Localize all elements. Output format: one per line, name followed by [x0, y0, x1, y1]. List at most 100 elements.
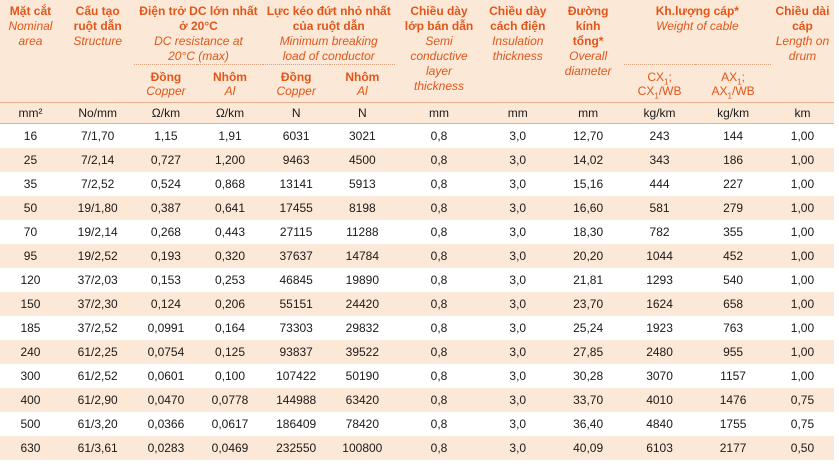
subheader-load-al: Nhôm Al	[329, 64, 395, 103]
cell-weight-ax: 763	[695, 316, 771, 340]
cell-dc-al: 0,320	[197, 244, 263, 268]
table-row: 500 61/3,20 0,0366 0,0617 186409 78420 0,8 3,0 3…	[0, 412, 834, 436]
cell-diameter: 21,81	[552, 268, 624, 292]
header-overall-diameter: Đường kính tổng* Overall diameter	[552, 0, 624, 103]
cell-weight-ax: 1157	[695, 364, 771, 388]
cell-weight-ax: 955	[695, 340, 771, 364]
cell-dc-al: 1,91	[197, 123, 263, 148]
subheader-load-copper: Đồng Copper	[262, 64, 330, 103]
unit-cell: N	[262, 102, 330, 124]
cell-structure: 61/2,90	[60, 388, 135, 412]
cell-load-al: 29832	[329, 316, 395, 340]
cell-load-al: 8198	[329, 196, 395, 220]
cell-weight-cx: 4010	[623, 388, 696, 412]
cell-dc-copper: 0,153	[134, 268, 198, 292]
cell-weight-cx: 1923	[623, 316, 696, 340]
cell-area: 400	[0, 388, 61, 412]
cell-dc-al: 0,0778	[197, 388, 263, 412]
unit-cell: km	[770, 102, 834, 124]
cell-semi: 0,8	[394, 436, 484, 460]
cell-structure: 61/2,52	[60, 364, 135, 388]
cell-length: 1,00	[770, 220, 834, 244]
cell-structure: 19/1,80	[60, 196, 135, 220]
header-dc-resistance: Điện trở DC lớn nhất ở 20°C DC resistanc…	[134, 0, 263, 65]
cell-diameter: 33,70	[552, 388, 624, 412]
cell-area: 500	[0, 412, 61, 436]
cell-insulation: 3,0	[483, 123, 553, 148]
cell-structure: 7/2,14	[60, 148, 135, 172]
cell-semi: 0,8	[394, 220, 484, 244]
header-breaking-load: Lực kéo đứt nhỏ nhất của ruột dẫn Minimu…	[262, 0, 395, 65]
cell-structure: 61/3,20	[60, 412, 135, 436]
cell-load-al: 100800	[329, 436, 395, 460]
cell-insulation: 3,0	[483, 340, 553, 364]
cell-weight-cx: 782	[623, 220, 696, 244]
cell-weight-ax: 452	[695, 244, 771, 268]
cell-dc-copper: 0,0366	[134, 412, 198, 436]
header-weight: Kh.lượng cáp* Weight of cable	[623, 0, 771, 65]
table-body: 16 7/1,70 1,15 1,91 6031 3021 0,8 3,0 12,70 243 14…	[0, 123, 834, 460]
cell-insulation: 3,0	[483, 436, 553, 460]
cell-structure: 37/2,52	[60, 316, 135, 340]
cell-diameter: 16,60	[552, 196, 624, 220]
cell-dc-al: 0,443	[197, 220, 263, 244]
table-row: 70 19/2,14 0,268 0,443 27115 11288 0,8 3,0 18,30…	[0, 220, 834, 244]
cell-weight-cx: 243	[623, 123, 696, 148]
cell-weight-cx: 4840	[623, 412, 696, 436]
cell-insulation: 3,0	[483, 316, 553, 340]
cell-structure: 19/2,52	[60, 244, 135, 268]
cell-dc-copper: 0,0601	[134, 364, 198, 388]
cell-insulation: 3,0	[483, 292, 553, 316]
cell-length: 1,00	[770, 148, 834, 172]
table-row: 16 7/1,70 1,15 1,91 6031 3021 0,8 3,0 12,70 243 14…	[0, 123, 834, 148]
cell-area: 35	[0, 172, 61, 196]
table-row: 35 7/2,52 0,524 0,868 13141 5913 0,8 3,0 15,16 44…	[0, 172, 834, 196]
cell-weight-ax: 2177	[695, 436, 771, 460]
cell-diameter: 15,16	[552, 172, 624, 196]
cell-insulation: 3,0	[483, 412, 553, 436]
cell-diameter: 18,30	[552, 220, 624, 244]
cell-area: 50	[0, 196, 61, 220]
cell-dc-copper: 0,727	[134, 148, 198, 172]
table-row: 50 19/1,80 0,387 0,641 17455 8198 0,8 3,0 16,60 5…	[0, 196, 834, 220]
cell-semi: 0,8	[394, 412, 484, 436]
cell-structure: 37/2,03	[60, 268, 135, 292]
cable-spec-table: Mặt cắt Nominal area Cấu tạo ruột dẫn St…	[0, 0, 834, 460]
table-row: 150 37/2,30 0,124 0,206 55151 24420 0,8 3,0 23,7…	[0, 292, 834, 316]
cell-dc-copper: 1,15	[134, 123, 198, 148]
cell-structure: 7/1,70	[60, 123, 135, 148]
unit-cell: Ω/km	[197, 102, 263, 124]
unit-cell: mm	[483, 102, 553, 124]
cell-semi: 0,8	[394, 388, 484, 412]
cell-load-copper: 13141	[262, 172, 330, 196]
cell-weight-ax: 1476	[695, 388, 771, 412]
cell-dc-al: 1,200	[197, 148, 263, 172]
cell-load-al: 19890	[329, 268, 395, 292]
cell-dc-copper: 0,387	[134, 196, 198, 220]
cell-length: 1,00	[770, 244, 834, 268]
header-area: Mặt cắt Nominal area	[0, 0, 61, 103]
table-row: 185 37/2,52 0,0991 0,164 73303 29832 0,8 3,0 25,…	[0, 316, 834, 340]
cell-length: 1,00	[770, 268, 834, 292]
cell-length: 1,00	[770, 123, 834, 148]
cell-weight-cx: 3070	[623, 364, 696, 388]
unit-cell: mm	[394, 102, 484, 124]
cell-load-al: 11288	[329, 220, 395, 244]
cell-semi: 0,8	[394, 148, 484, 172]
cell-insulation: 3,0	[483, 268, 553, 292]
cell-dc-al: 0,164	[197, 316, 263, 340]
cell-load-al: 39522	[329, 340, 395, 364]
cell-diameter: 12,70	[552, 123, 624, 148]
cell-structure: 19/2,14	[60, 220, 135, 244]
cell-load-copper: 107422	[262, 364, 330, 388]
cell-weight-ax: 540	[695, 268, 771, 292]
cell-dc-copper: 0,268	[134, 220, 198, 244]
cell-semi: 0,8	[394, 123, 484, 148]
cell-dc-al: 0,253	[197, 268, 263, 292]
header-insulation: Chiều dày cách điện Insulation thickness	[483, 0, 553, 103]
cell-load-copper: 17455	[262, 196, 330, 220]
cell-load-al: 4500	[329, 148, 395, 172]
cell-weight-cx: 1293	[623, 268, 696, 292]
cell-weight-ax: 355	[695, 220, 771, 244]
cell-diameter: 20,20	[552, 244, 624, 268]
